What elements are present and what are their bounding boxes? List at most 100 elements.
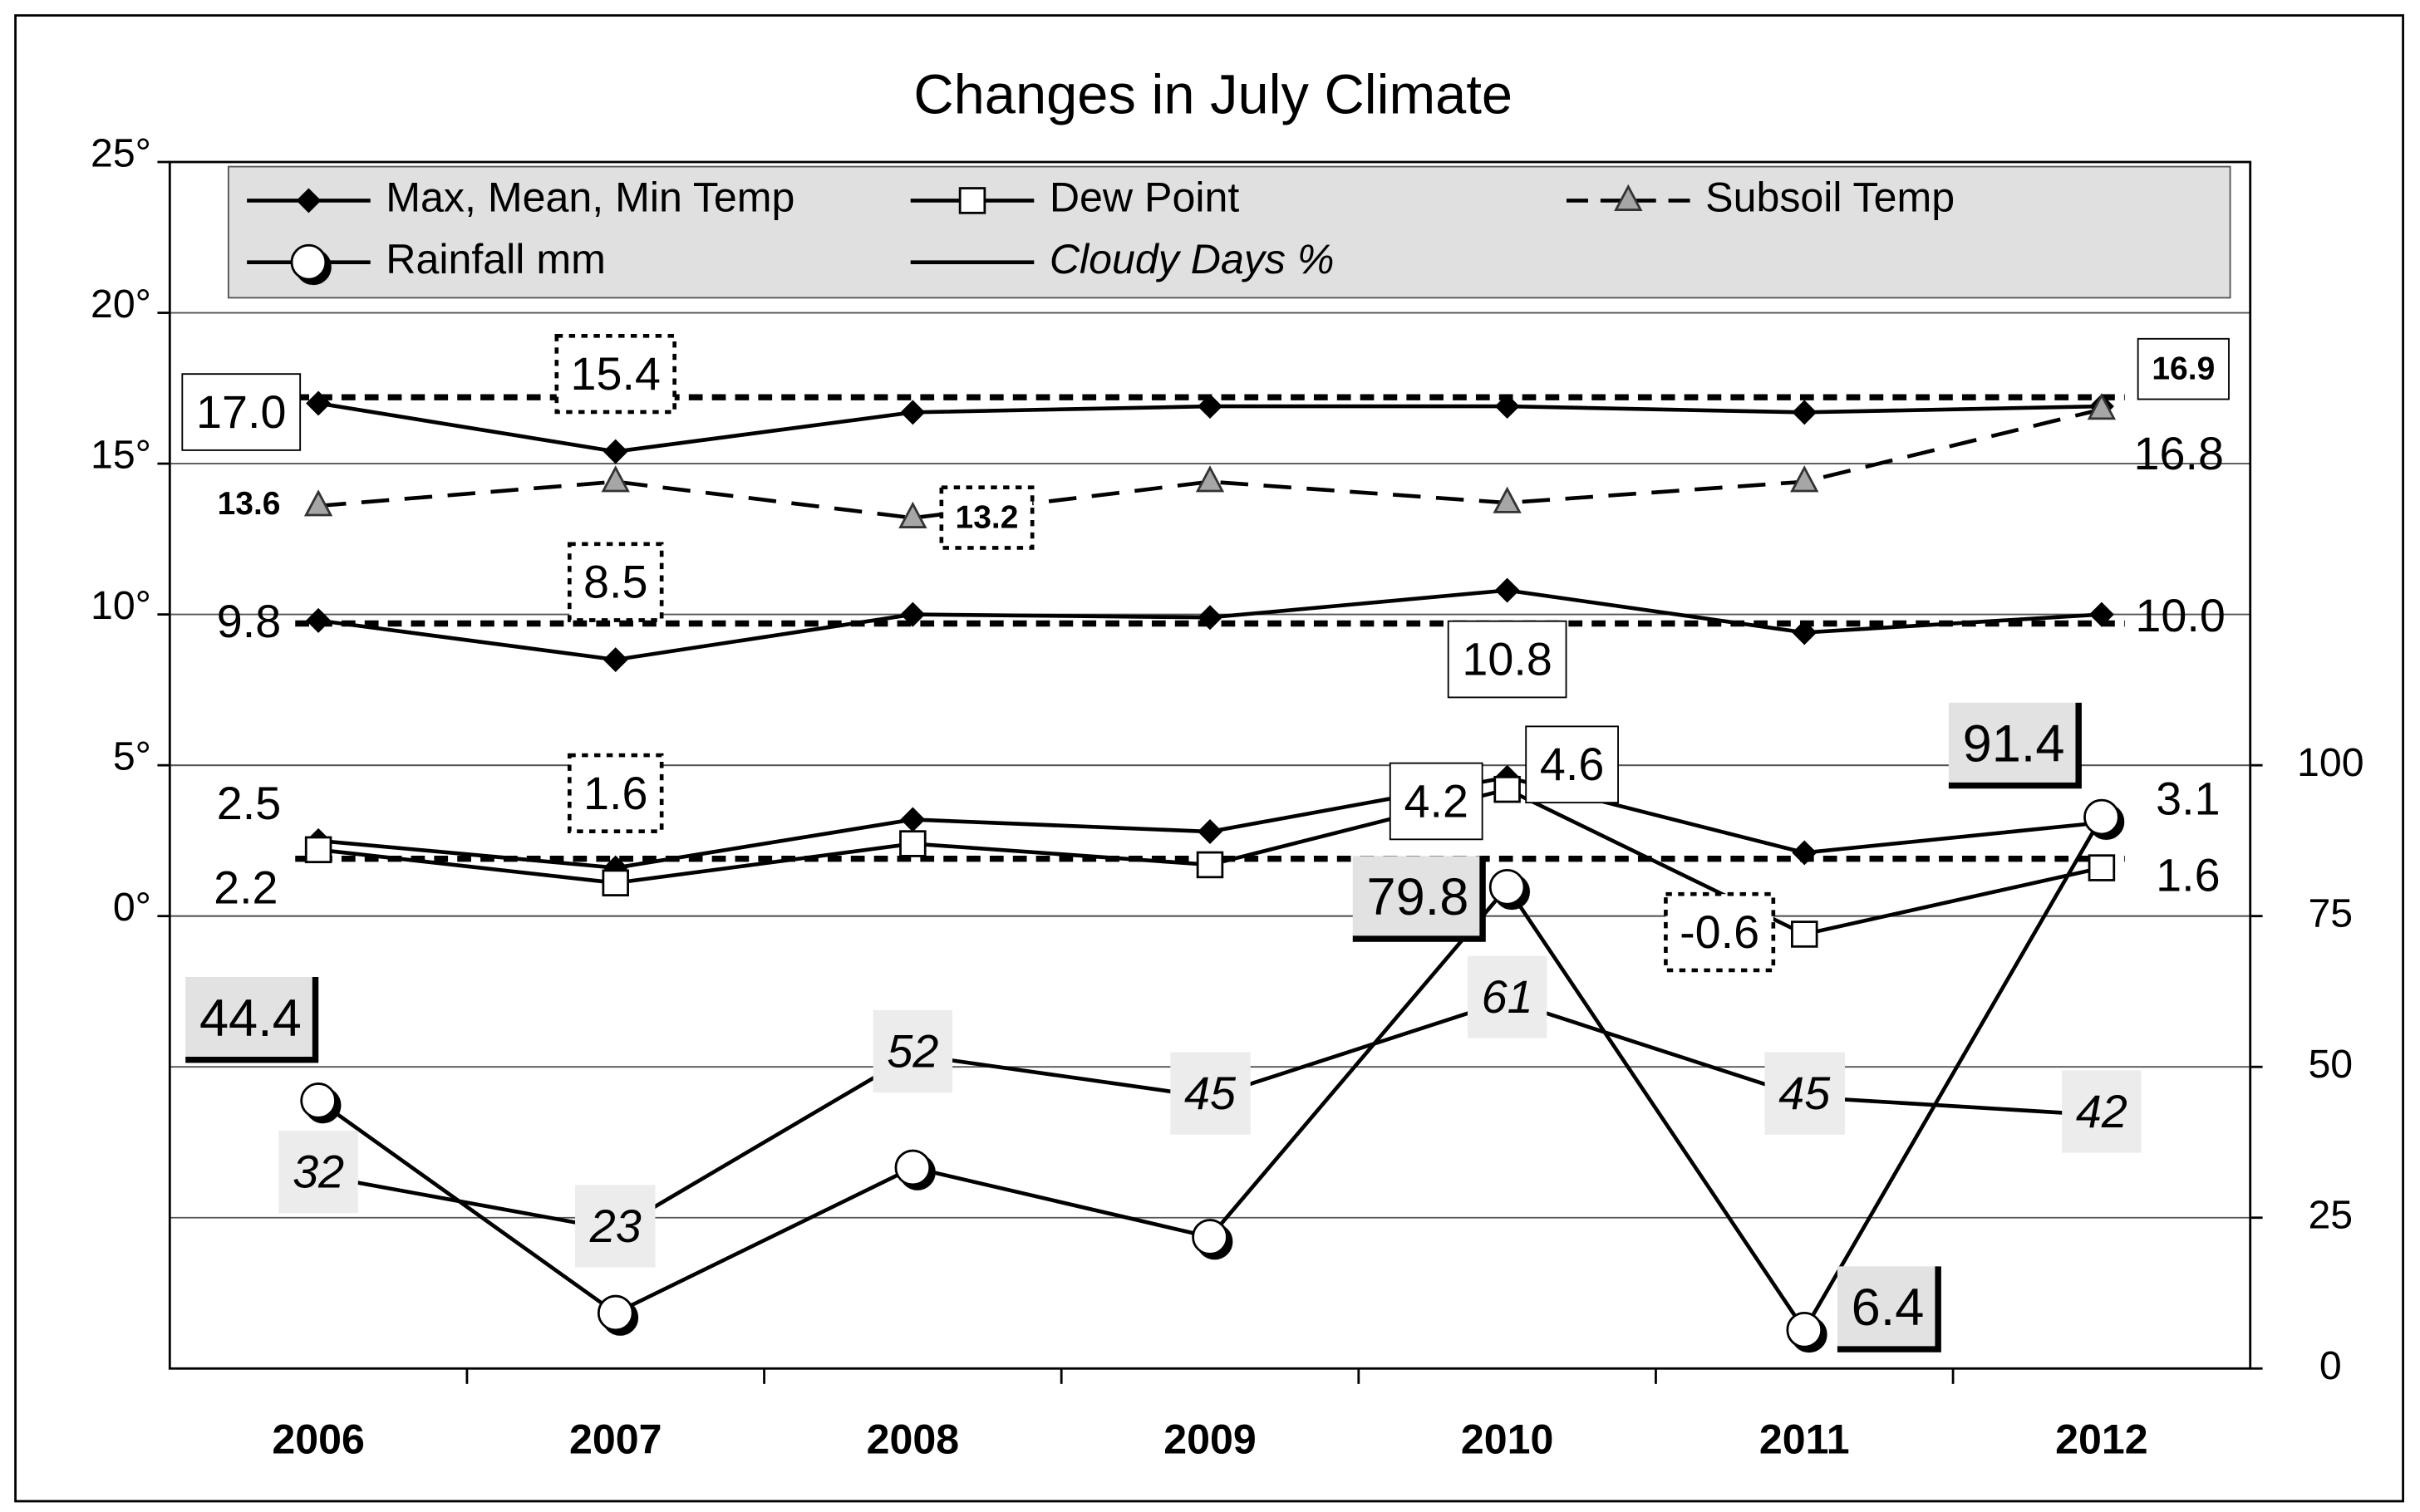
data-point xyxy=(899,830,927,857)
data-label: 1.6 xyxy=(583,768,647,819)
label-box xyxy=(185,976,316,1060)
data-label: 6.4 xyxy=(1852,1279,1925,1337)
data-point xyxy=(1195,465,1225,493)
data-point xyxy=(300,1082,337,1119)
data-label: 91.4 xyxy=(1963,715,2065,773)
label-box xyxy=(554,333,676,415)
data-point xyxy=(2087,393,2117,420)
data-point xyxy=(1198,819,1222,844)
legend-marker xyxy=(958,187,986,214)
data-label: 13.2 xyxy=(956,500,1019,536)
label-box-shadow xyxy=(1352,856,1486,942)
label-box xyxy=(939,485,1035,550)
data-point xyxy=(306,390,332,416)
label-box xyxy=(567,753,664,834)
data-point xyxy=(2088,601,2114,627)
x-tick-label: 2008 xyxy=(867,1416,960,1463)
x-tick-label: 2011 xyxy=(1759,1416,1850,1463)
data-label: 16.8 xyxy=(2134,428,2224,479)
y2-tick-label: 50 xyxy=(2308,1042,2353,1087)
label-box-shadow xyxy=(1948,702,2082,789)
y2-tick-label: 100 xyxy=(2297,740,2364,785)
data-point xyxy=(1192,1219,1228,1255)
label-box xyxy=(1389,762,1483,841)
data-label: 17.0 xyxy=(196,386,286,438)
data-label: 4.6 xyxy=(1540,739,1604,790)
data-point xyxy=(900,601,926,627)
label-box xyxy=(575,1185,656,1268)
data-label: 45 xyxy=(1184,1068,1237,1119)
data-point xyxy=(603,439,628,464)
data-label: 61 xyxy=(1482,971,1533,1023)
data-point xyxy=(2083,798,2120,836)
y-tick-label: 25° xyxy=(91,130,151,175)
label-box-shadow xyxy=(185,976,319,1063)
plot-area xyxy=(168,160,2252,1370)
data-point xyxy=(1198,394,1222,420)
label-box xyxy=(1948,702,2079,786)
label-box xyxy=(1170,1052,1251,1135)
data-label: 8.5 xyxy=(583,557,647,608)
legend-label: Subsoil Temp xyxy=(1705,174,1955,221)
label-box xyxy=(2062,1070,2142,1153)
data-label: 4.2 xyxy=(1404,775,1468,827)
data-point xyxy=(900,400,926,425)
x-tick-label: 2006 xyxy=(272,1416,365,1463)
data-point xyxy=(1792,400,1817,425)
data-point xyxy=(1493,486,1522,513)
x-tick-label: 2012 xyxy=(2055,1416,2148,1463)
legend-label: Cloudy Days % xyxy=(1050,236,1335,282)
data-point xyxy=(898,501,927,528)
data-label: 45 xyxy=(1778,1068,1831,1119)
legend-marker xyxy=(290,243,327,281)
data-point xyxy=(597,1294,634,1332)
data-point xyxy=(1494,394,1520,420)
label-box xyxy=(1764,1052,1845,1135)
y2-tick-label: 0 xyxy=(2319,1343,2342,1388)
legend-marker xyxy=(1614,184,1643,211)
data-label: 42 xyxy=(2076,1086,2127,1137)
data-point xyxy=(602,869,629,896)
data-label: 10.8 xyxy=(1462,634,1552,685)
label-box xyxy=(1447,620,1567,699)
y-tick-label: 10° xyxy=(91,583,151,628)
data-point xyxy=(1494,577,1520,603)
data-point xyxy=(601,465,630,493)
data-point xyxy=(304,836,332,864)
data-point xyxy=(1196,851,1224,879)
legend-marker xyxy=(296,188,322,214)
data-point xyxy=(306,607,332,633)
data-point xyxy=(1791,920,1818,948)
label-box xyxy=(1837,1266,1939,1350)
label-box xyxy=(1467,955,1547,1038)
data-point xyxy=(1792,620,1817,646)
data-point xyxy=(603,647,628,673)
y2-tick-label: 25 xyxy=(2308,1193,2353,1238)
label-box xyxy=(873,1009,953,1092)
label-box xyxy=(567,542,664,622)
data-label: -0.6 xyxy=(1680,906,1759,958)
y-tick-label: 15° xyxy=(91,432,151,477)
data-point xyxy=(1493,775,1521,803)
data-point xyxy=(1786,1311,1823,1348)
data-label: 1.6 xyxy=(2156,849,2220,901)
data-point xyxy=(1198,605,1222,631)
label-box xyxy=(1525,725,1619,804)
x-tick-label: 2009 xyxy=(1163,1416,1257,1463)
data-label: 2.2 xyxy=(214,862,278,914)
data-label: 9.8 xyxy=(217,596,281,647)
data-label: 23 xyxy=(589,1200,642,1252)
label-box xyxy=(181,373,302,451)
data-label: 2.5 xyxy=(217,778,281,829)
data-label: 52 xyxy=(887,1025,938,1077)
label-box xyxy=(278,1131,358,1214)
data-point xyxy=(1792,840,1817,866)
legend-label: Rainfall mm xyxy=(386,236,606,282)
data-label: 44.4 xyxy=(199,989,302,1048)
label-box xyxy=(1664,891,1776,973)
y-tick-label: 20° xyxy=(91,282,151,326)
legend-label: Max, Mean, Min Temp xyxy=(386,174,794,221)
label-box xyxy=(2137,337,2230,400)
